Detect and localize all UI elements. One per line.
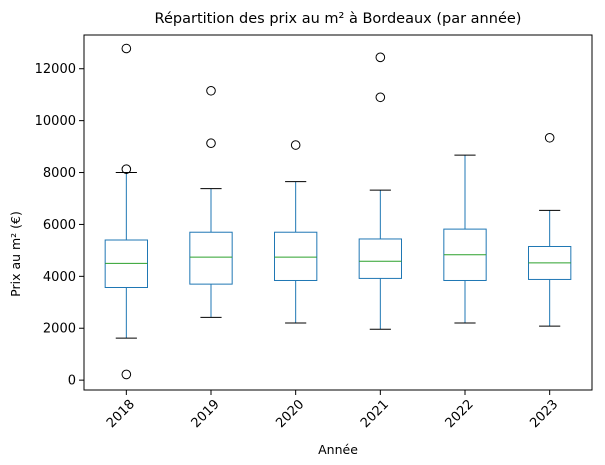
x-tick-label: 2023 — [527, 397, 561, 431]
box-group-2023 — [528, 132, 572, 327]
iqr-box — [274, 231, 318, 281]
chart-title: Répartition des prix au m² à Bordeaux (p… — [155, 11, 522, 27]
box-group-2018 — [104, 43, 148, 380]
plot-area: 0 2000 4000 6000 8000 10000 12000 2018 2019 2020 2… — [35, 43, 572, 431]
outlier-point — [375, 92, 386, 103]
outlier-point — [375, 52, 386, 63]
y-tick-label: 4000 — [43, 270, 76, 285]
outlier-point — [544, 132, 555, 143]
outlier-point — [206, 85, 216, 96]
x-axis-label: Année — [318, 442, 358, 457]
x-tick-label: 2020 — [273, 397, 307, 431]
box-group-2022 — [443, 154, 487, 324]
y-tick-label: 10000 — [35, 114, 76, 129]
y-tick-label: 2000 — [43, 322, 76, 337]
plot-frame — [83, 34, 593, 391]
iqr-box — [189, 231, 233, 285]
x-tick-label: 2021 — [358, 397, 392, 431]
outlier-point — [121, 369, 132, 380]
x-tick-label: 2018 — [104, 397, 138, 431]
y-tick-label: 8000 — [43, 166, 76, 181]
outlier-point — [206, 138, 216, 149]
y-tick-label: 6000 — [43, 218, 76, 233]
x-tick-label: 2022 — [443, 397, 477, 431]
outlier-point — [121, 164, 132, 174]
box-group-2020 — [274, 140, 318, 324]
y-tick-label: 12000 — [35, 62, 76, 77]
outlier-point — [290, 140, 301, 150]
x-tick-label: 2019 — [189, 397, 223, 431]
box-group-2021 — [358, 52, 402, 330]
box-group-2019 — [189, 85, 233, 318]
iqr-box — [358, 238, 402, 279]
y-axis-label: Prix au m² (€) — [8, 211, 23, 297]
y-tick-label: 0 — [68, 374, 76, 389]
outlier-point — [121, 43, 132, 54]
